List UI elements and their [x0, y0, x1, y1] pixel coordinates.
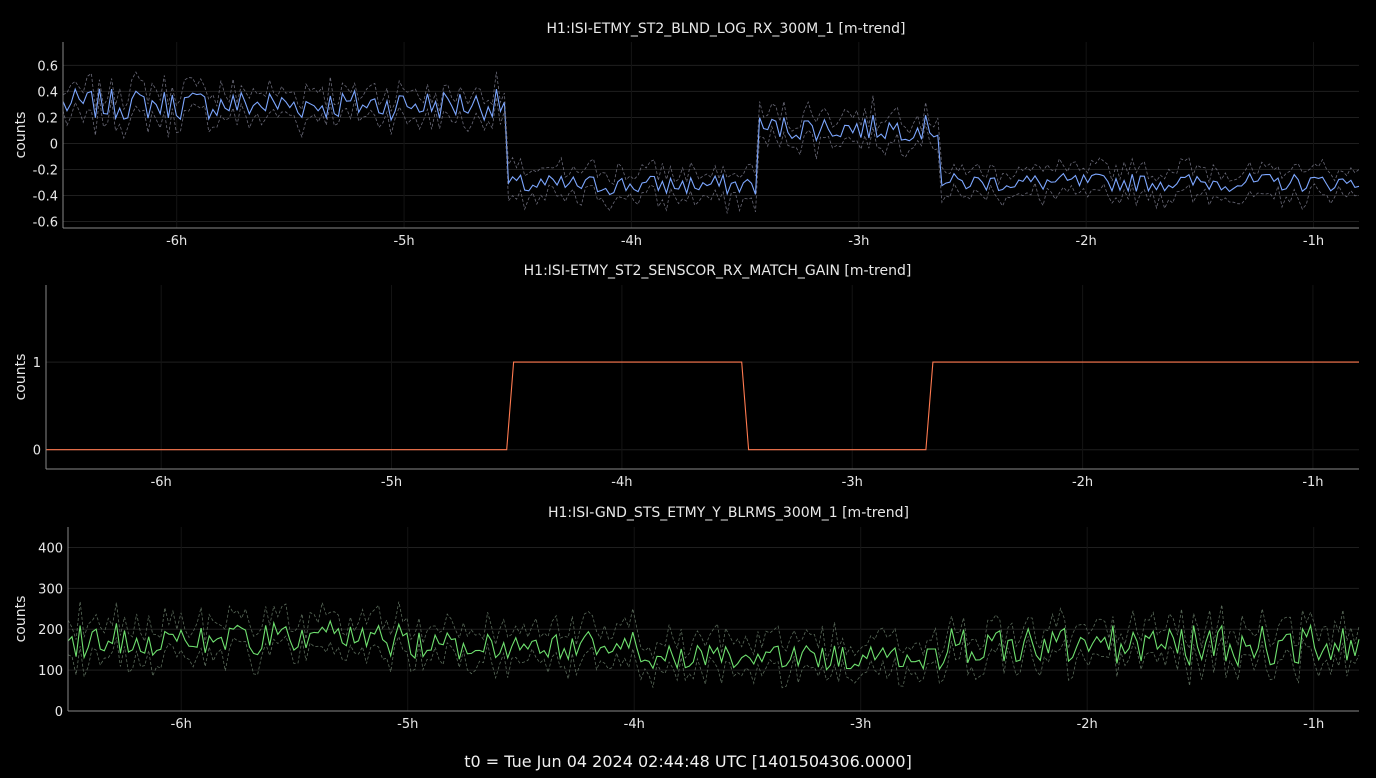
- x-tick-label: -2h: [1077, 717, 1098, 732]
- y-tick-label: 0.4: [37, 85, 58, 100]
- x-tick-label: -4h: [624, 717, 645, 732]
- y-axis-label: counts: [13, 112, 29, 159]
- series-mean-line: [67, 619, 1360, 671]
- y-tick-label: 0.2: [37, 111, 58, 126]
- x-tick-label: -1h: [1303, 717, 1324, 732]
- x-tick-label: -3h: [850, 717, 871, 732]
- chart-title: H1:ISI-GND_STS_ETMY_Y_BLRMS_300M_1 [m-tr…: [548, 505, 909, 521]
- series-mean-line: [46, 361, 1359, 451]
- x-tick-label: -3h: [842, 475, 863, 490]
- y-tick-label: 0: [55, 705, 63, 720]
- x-tick-label: -1h: [1302, 475, 1323, 490]
- y-tick-label: -0.2: [33, 163, 58, 178]
- x-tick-label: -2h: [1072, 475, 1093, 490]
- series-mean-line: [62, 87, 1360, 196]
- series-min-line: [62, 97, 1360, 214]
- x-tick-label: -6h: [166, 234, 187, 249]
- chart-1: H1:ISI-ETMY_ST2_BLND_LOG_RX_300M_1 [m-tr…: [13, 21, 1360, 249]
- y-tick-label: 300: [38, 582, 63, 597]
- x-tick-label: -6h: [151, 475, 172, 490]
- y-tick-label: 100: [38, 664, 63, 679]
- x-tick-label: -1h: [1303, 234, 1324, 249]
- x-tick-label: -5h: [397, 717, 418, 732]
- x-tick-label: -3h: [848, 234, 869, 249]
- y-tick-label: 0: [33, 444, 41, 459]
- x-tick-label: -5h: [381, 475, 402, 490]
- y-axis-label: counts: [13, 596, 29, 643]
- y-tick-label: 0.6: [37, 59, 58, 74]
- x-tick-label: -5h: [393, 234, 414, 249]
- y-tick-label: 1: [33, 356, 41, 371]
- y-axis-label: counts: [13, 354, 29, 401]
- y-tick-label: 0: [50, 137, 58, 152]
- series-min-line: [67, 635, 1360, 689]
- series-max-line: [67, 601, 1360, 661]
- x-tick-label: -6h: [171, 717, 192, 732]
- y-tick-label: -0.6: [33, 215, 58, 230]
- x-tick-label: -4h: [621, 234, 642, 249]
- chart-3: H1:ISI-GND_STS_ETMY_Y_BLRMS_300M_1 [m-tr…: [13, 505, 1360, 732]
- series-max-line: [62, 71, 1360, 186]
- x-tick-label: -2h: [1076, 234, 1097, 249]
- y-tick-label: 200: [38, 623, 63, 638]
- trend-charts: H1:ISI-ETMY_ST2_BLND_LOG_RX_300M_1 [m-tr…: [13, 21, 1360, 732]
- t0-footer: t0 = Tue Jun 04 2024 02:44:48 UTC [14015…: [464, 752, 912, 771]
- x-tick-label: -4h: [611, 475, 632, 490]
- y-tick-label: 400: [38, 541, 63, 556]
- chart-2: H1:ISI-ETMY_ST2_SENSCOR_RX_MATCH_GAIN [m…: [13, 263, 1359, 490]
- chart-title: H1:ISI-ETMY_ST2_SENSCOR_RX_MATCH_GAIN [m…: [524, 263, 912, 279]
- chart-title: H1:ISI-ETMY_ST2_BLND_LOG_RX_300M_1 [m-tr…: [547, 21, 906, 37]
- y-tick-label: -0.4: [33, 189, 58, 204]
